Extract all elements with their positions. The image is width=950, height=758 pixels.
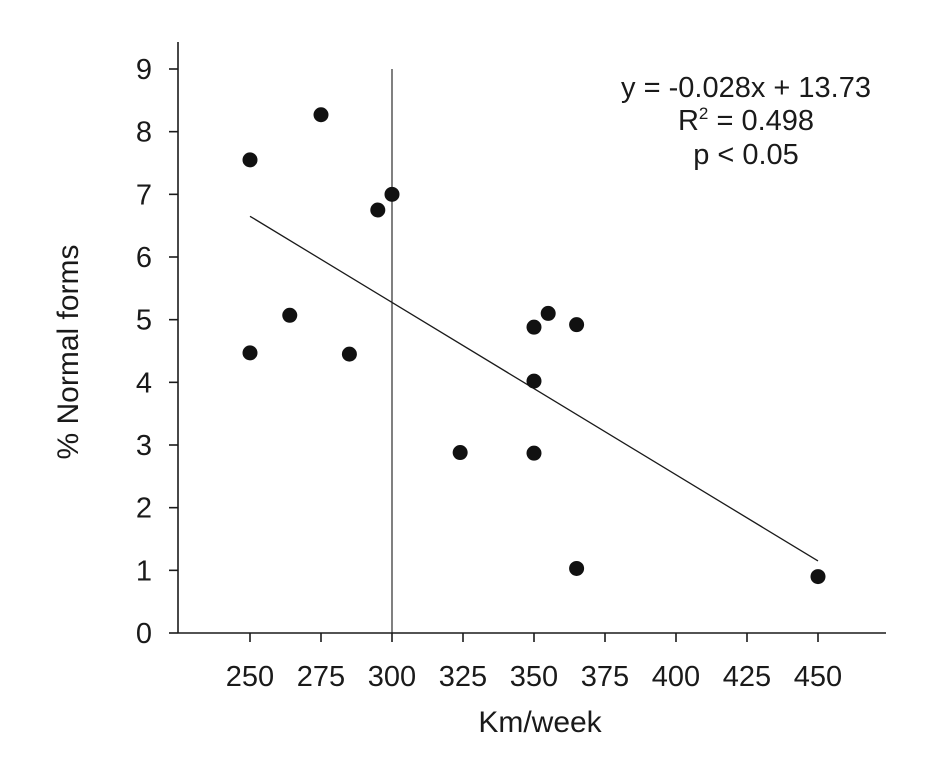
tick-labels: 0 1 2 3 4 5 6 7 8 9 250 275 300 325 350 375 400 425 450	[136, 54, 842, 693]
x-tick-label: 450	[794, 661, 842, 693]
trendline-group	[249, 215, 819, 562]
data-point	[452, 445, 468, 461]
y-tick-label: 9	[136, 54, 152, 86]
equation-label: y = -0.028x + 13.73	[621, 72, 871, 104]
x-tick-label: 350	[510, 661, 558, 693]
y-tick-label: 2	[136, 493, 152, 525]
data-point	[526, 445, 542, 461]
data-point	[313, 107, 329, 123]
r-squared-prefix: R	[678, 105, 699, 137]
y-tick-label: 0	[136, 618, 152, 650]
data-point	[370, 202, 386, 218]
axes	[169, 42, 886, 642]
y-tick-label: 1	[136, 555, 152, 587]
data-points	[242, 107, 826, 585]
y-tick-label: 3	[136, 430, 152, 462]
x-tick-label: 275	[297, 661, 345, 693]
data-point	[810, 569, 826, 585]
data-point	[242, 345, 258, 361]
x-tick-label: 300	[368, 661, 416, 693]
x-axis-title: Km/week	[478, 706, 602, 739]
y-tick-label: 7	[136, 179, 152, 211]
data-point	[540, 305, 556, 321]
y-axis-title: % Normal forms	[52, 244, 85, 459]
x-tick-label: 425	[723, 661, 771, 693]
x-tick-label: 400	[652, 661, 700, 693]
y-tick-label: 5	[136, 305, 152, 337]
y-tick-label: 4	[136, 367, 152, 399]
x-tick-label: 325	[439, 661, 487, 693]
trendline	[249, 215, 819, 562]
y-tick-label: 6	[136, 242, 152, 274]
x-tick-label: 375	[581, 661, 629, 693]
y-tick-label: 8	[136, 117, 152, 149]
data-point	[242, 152, 258, 168]
r-squared-superscript: 2	[699, 104, 708, 123]
data-point	[526, 373, 542, 389]
data-point	[341, 346, 357, 362]
data-point	[569, 560, 585, 576]
data-point	[569, 317, 585, 333]
data-point	[384, 186, 400, 202]
x-tick-label: 250	[226, 661, 274, 693]
data-point	[526, 319, 542, 335]
r-squared-label: R2 = 0.498	[678, 104, 814, 137]
p-value-label: p < 0.05	[693, 139, 799, 171]
data-point	[282, 307, 298, 323]
r-squared-value: = 0.498	[708, 105, 814, 137]
